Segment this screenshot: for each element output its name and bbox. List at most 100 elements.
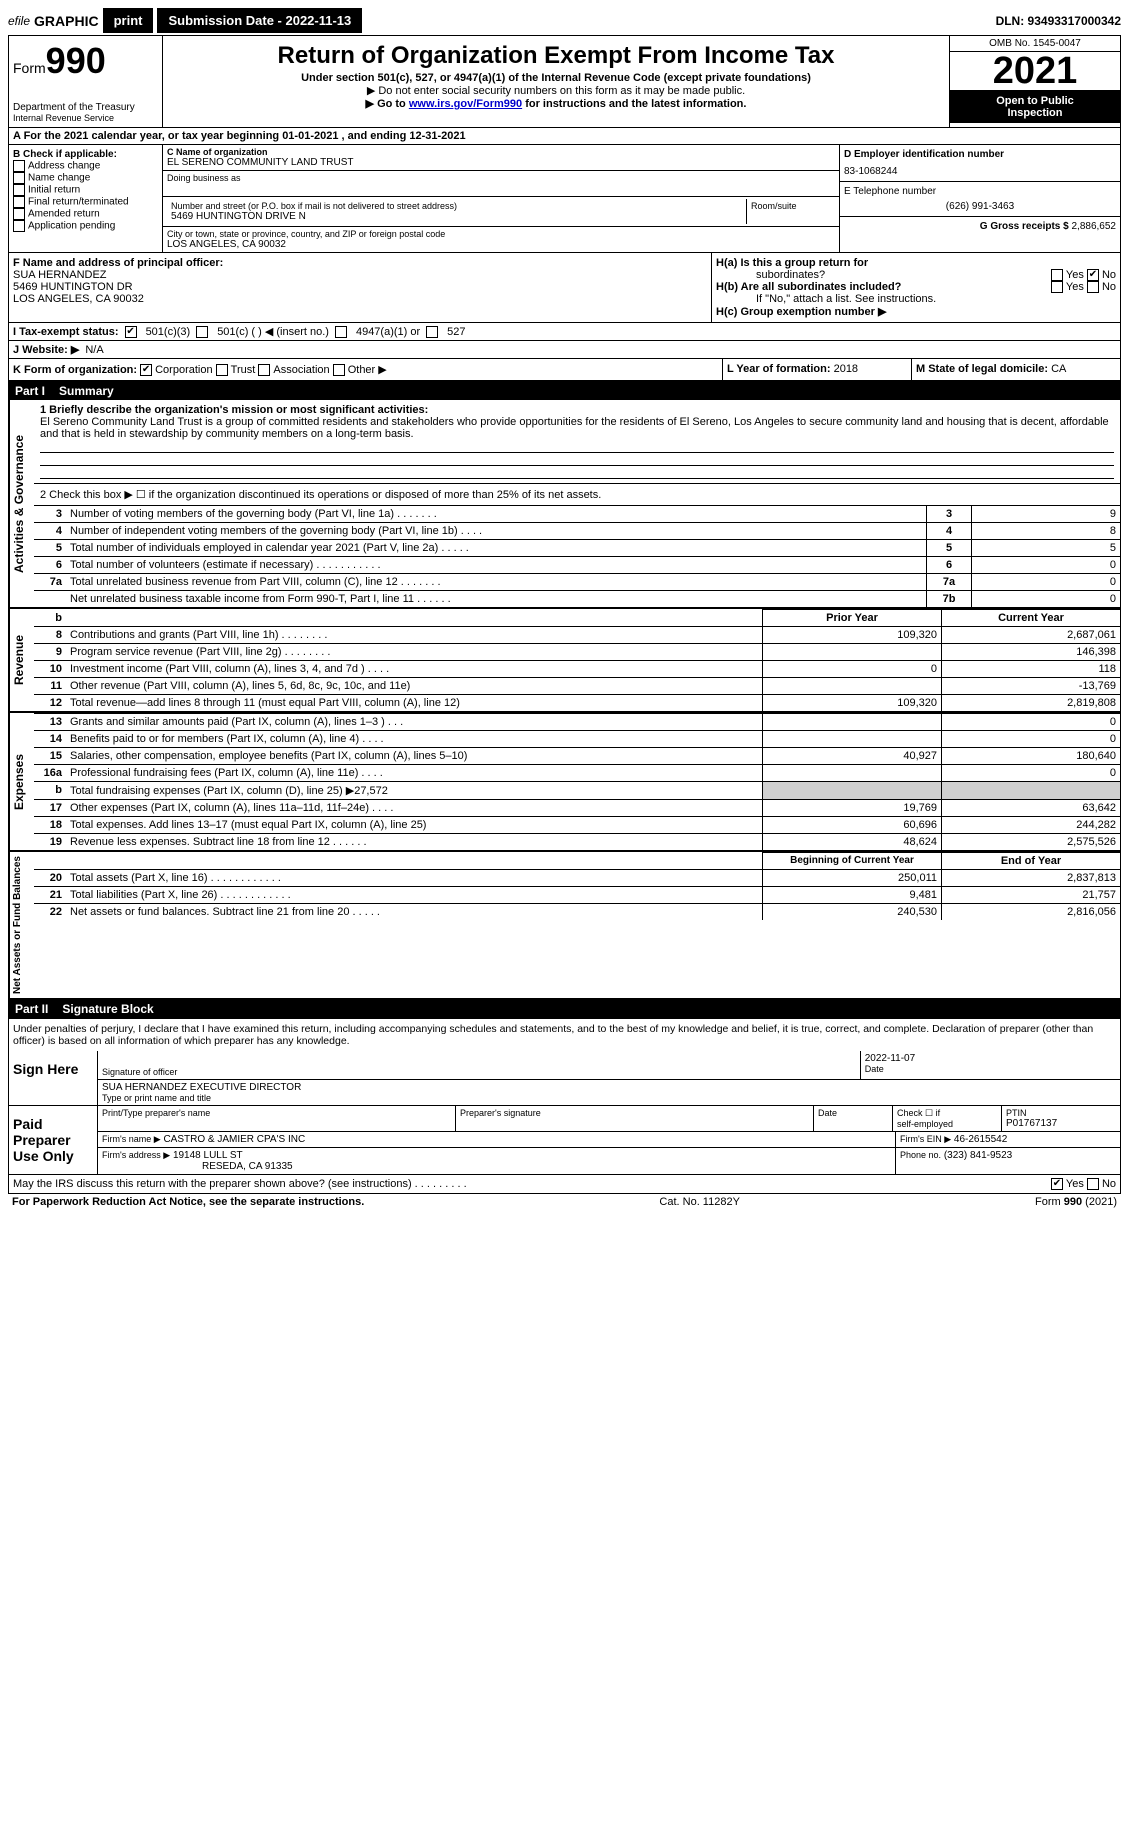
paid-body: Print/Type preparer's name Preparer's si… bbox=[98, 1106, 1120, 1174]
expenses-vert-label: Expenses bbox=[9, 713, 34, 850]
checkbox-other[interactable] bbox=[333, 364, 345, 376]
paid-row-2: Firm's name ▶ CASTRO & JAMIER CPA'S INC … bbox=[98, 1132, 1120, 1148]
checkbox-name[interactable] bbox=[13, 172, 25, 184]
ein-label: D Employer identification number bbox=[844, 149, 1116, 160]
checkbox-discuss-no[interactable] bbox=[1087, 1178, 1099, 1190]
l-label: L Year of formation: bbox=[727, 363, 831, 375]
table-row: 8 Contributions and grants (Part VIII, l… bbox=[34, 627, 1120, 644]
opt-501c3: 501(c)(3) bbox=[146, 326, 191, 338]
sig-officer-label: Signature of officer bbox=[102, 1067, 856, 1077]
checkbox-initial[interactable] bbox=[13, 184, 25, 196]
discuss-no-label: No bbox=[1102, 1178, 1116, 1190]
room-cell: Room/suite bbox=[746, 199, 835, 224]
netassets-body: Beginning of Current Year End of Year 20… bbox=[34, 852, 1120, 998]
discuss-text: May the IRS discuss this return with the… bbox=[13, 1178, 467, 1190]
row-k: K Form of organization: Corporation Trus… bbox=[9, 359, 723, 380]
print-button[interactable]: print bbox=[103, 8, 154, 33]
current-value: 0 bbox=[942, 765, 1121, 782]
row-text: Net assets or fund balances. Subtract li… bbox=[66, 904, 763, 921]
opt-other: Other ▶ bbox=[348, 364, 387, 376]
row-num: 10 bbox=[34, 661, 66, 678]
row-num: 4 bbox=[34, 523, 66, 540]
phone-block: E Telephone number (626) 991-3463 bbox=[840, 182, 1120, 217]
checkbox-hb-yes[interactable] bbox=[1051, 281, 1063, 293]
checkbox-trust[interactable] bbox=[216, 364, 228, 376]
c-street-block: Number and street (or P.O. box if mail i… bbox=[163, 197, 839, 227]
mission-text: El Sereno Community Land Trust is a grou… bbox=[40, 416, 1109, 440]
checkbox-ha-no[interactable] bbox=[1087, 269, 1099, 281]
checkbox-discuss-yes[interactable] bbox=[1051, 1178, 1063, 1190]
irs-link[interactable]: www.irs.gov/Form990 bbox=[409, 98, 522, 110]
row-text: Grants and similar amounts paid (Part IX… bbox=[66, 714, 763, 731]
prep-sig-label: Preparer's signature bbox=[460, 1108, 809, 1118]
table-row: 7a Total unrelated business revenue from… bbox=[34, 574, 1120, 591]
checkbox-amended[interactable] bbox=[13, 208, 25, 220]
checkbox-assoc[interactable] bbox=[258, 364, 270, 376]
inspection-badge: Open to Public Inspection bbox=[950, 91, 1120, 123]
firm-name-value: CASTRO & JAMIER CPA'S INC bbox=[163, 1134, 305, 1145]
row-num: 9 bbox=[34, 644, 66, 661]
part2-label: Part II bbox=[15, 1002, 48, 1016]
ha-row: H(a) Is this a group return for bbox=[716, 257, 1116, 269]
netassets-header-row: Beginning of Current Year End of Year bbox=[34, 853, 1120, 870]
table-row: 12 Total revenue—add lines 8 through 11 … bbox=[34, 695, 1120, 712]
row-text: Other revenue (Part VIII, column (A), li… bbox=[66, 678, 763, 695]
org-name: EL SERENO COMMUNITY LAND TRUST bbox=[167, 157, 835, 168]
row-a-period: A For the 2021 calendar year, or tax yea… bbox=[9, 128, 1120, 145]
hb-row: H(b) Are all subordinates included? Yes … bbox=[716, 281, 1116, 293]
row-text: Total unrelated business revenue from Pa… bbox=[66, 574, 927, 591]
b-label-3: Final return/terminated bbox=[28, 197, 129, 208]
row-num: 21 bbox=[34, 887, 66, 904]
footer: For Paperwork Reduction Act Notice, see … bbox=[8, 1194, 1121, 1210]
checkbox-address[interactable] bbox=[13, 160, 25, 172]
discuss-row: May the IRS discuss this return with the… bbox=[8, 1175, 1121, 1194]
checkbox-hb-no[interactable] bbox=[1087, 281, 1099, 293]
prior-value bbox=[763, 678, 942, 695]
prior-value: 19,769 bbox=[763, 800, 942, 817]
table-row: 18 Total expenses. Add lines 13–17 (must… bbox=[34, 817, 1120, 834]
firm-phone-value: (323) 841-9523 bbox=[944, 1150, 1012, 1161]
sig-date-value: 2022-11-07 bbox=[865, 1053, 1116, 1064]
checkbox-501c[interactable] bbox=[196, 326, 208, 338]
submission-date-box: Submission Date - 2022-11-13 bbox=[157, 8, 362, 33]
firm-addr-label: Firm's address ▶ bbox=[102, 1150, 170, 1160]
row-num: 11 bbox=[34, 678, 66, 695]
row-box: 4 bbox=[927, 523, 972, 540]
table-row: Net unrelated business taxable income fr… bbox=[34, 591, 1120, 608]
checkbox-corp[interactable] bbox=[140, 364, 152, 376]
prep-date-cell: Date bbox=[814, 1106, 893, 1131]
prior-value: 60,696 bbox=[763, 817, 942, 834]
governance-table: 3 Number of voting members of the govern… bbox=[34, 505, 1120, 607]
footer-left: For Paperwork Reduction Act Notice, see … bbox=[12, 1196, 364, 1208]
netassets-section: Net Assets or Fund Balances Beginning of… bbox=[9, 852, 1120, 1000]
checkbox-pending[interactable] bbox=[13, 220, 25, 232]
checkbox-501c3[interactable] bbox=[125, 326, 137, 338]
revenue-header-row: b Prior Year Current Year bbox=[34, 610, 1120, 627]
firm-name-cell: Firm's name ▶ CASTRO & JAMIER CPA'S INC bbox=[98, 1132, 896, 1147]
ptin-label: PTIN bbox=[1006, 1108, 1116, 1118]
form-title: Return of Organization Exempt From Incom… bbox=[167, 42, 945, 70]
checkbox-527[interactable] bbox=[426, 326, 438, 338]
sig-name-cell: SUA HERNANDEZ EXECUTIVE DIRECTOR Type or… bbox=[98, 1080, 1120, 1105]
row-box: 3 bbox=[927, 506, 972, 523]
prior-value: 109,320 bbox=[763, 627, 942, 644]
row-text: Net unrelated business taxable income fr… bbox=[66, 591, 927, 608]
street-value: 5469 HUNTINGTON DRIVE N bbox=[171, 211, 742, 222]
hc-label: H(c) Group exemption number ▶ bbox=[716, 305, 1116, 318]
gross-block: G Gross receipts $ 2,886,652 bbox=[840, 217, 1120, 236]
checkbox-ha-yes[interactable] bbox=[1051, 269, 1063, 281]
blank-line bbox=[40, 466, 1114, 479]
room-label: Room/suite bbox=[751, 201, 797, 211]
paid-row-1: Print/Type preparer's name Preparer's si… bbox=[98, 1106, 1120, 1132]
checkbox-final[interactable] bbox=[13, 196, 25, 208]
street-cell: Number and street (or P.O. box if mail i… bbox=[167, 199, 746, 224]
checkbox-4947[interactable] bbox=[335, 326, 347, 338]
revenue-body: b Prior Year Current Year 8 Contribution… bbox=[34, 609, 1120, 711]
row-text: Total revenue—add lines 8 through 11 (mu… bbox=[66, 695, 763, 712]
penalties-text: Under penalties of perjury, I declare th… bbox=[8, 1019, 1121, 1051]
row-value: 5 bbox=[972, 540, 1121, 557]
goto-suffix: for instructions and the latest informat… bbox=[522, 98, 746, 110]
table-row: 13 Grants and similar amounts paid (Part… bbox=[34, 714, 1120, 731]
b-item: Address change bbox=[13, 160, 158, 172]
m-value: CA bbox=[1051, 363, 1066, 375]
